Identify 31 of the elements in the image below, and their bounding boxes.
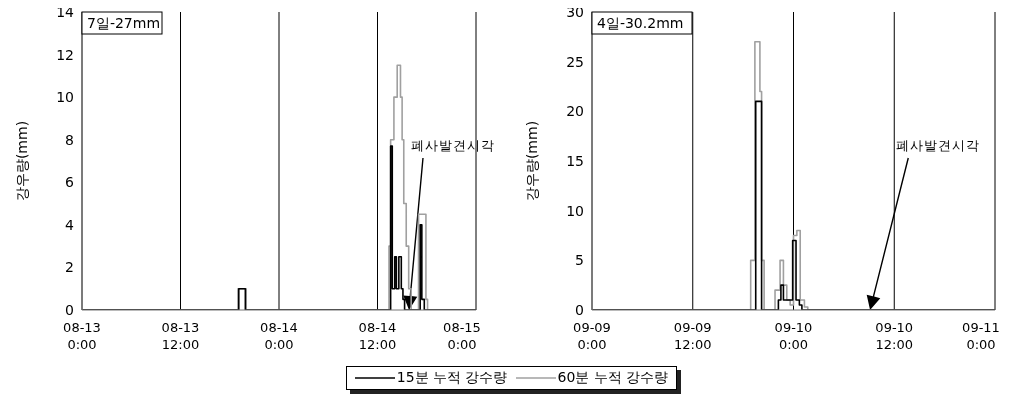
y-tick-label: 20 — [566, 103, 584, 120]
annotation: 폐사발견시각 — [896, 138, 981, 153]
x-tick-label: 08-14 12:00 — [358, 320, 397, 352]
y-axis-title: 강우량(mm) — [13, 120, 30, 202]
y-tick-label: 8 — [65, 131, 74, 148]
y-tick-label: 2 — [65, 259, 74, 276]
x-tick-label: 08-13 0:00 — [63, 320, 101, 352]
x-tick-label: 09-11 0:00 — [962, 320, 1000, 352]
y-tick-label: 0 — [575, 301, 584, 318]
y-tick-label: 0 — [65, 301, 74, 318]
annotation: 폐사발견시각 — [410, 138, 495, 153]
x-tick-label: 09-09 0:00 — [573, 320, 611, 352]
y-axis-title: 강우량(mm) — [523, 120, 540, 202]
y-tick-label: 12 — [56, 46, 74, 63]
chart-title: 4일-30.2mm — [597, 15, 684, 31]
x-tick-label: 09-10 0:00 — [774, 320, 813, 352]
chart-title: 7일-27mm — [87, 15, 161, 31]
y-tick-label: 10 — [56, 89, 74, 106]
x-tick-label: 08-14 0:00 — [260, 320, 298, 352]
y-tick-label: 5 — [575, 252, 584, 269]
x-tick-label: 08-13 12:00 — [161, 320, 200, 352]
y-tick-label: 6 — [65, 174, 75, 191]
x-tick-label: 09-10 12:00 — [875, 320, 914, 352]
y-tick-label: 15 — [566, 152, 584, 169]
legend-label: 60분 누적 강수량 — [557, 369, 669, 387]
y-tick-label: 25 — [566, 53, 584, 70]
x-tick-label: 09-09 12:00 — [673, 320, 712, 352]
y-tick-label: 4 — [65, 216, 75, 233]
legend-label: 15분 누적 강수량 — [396, 369, 508, 387]
y-tick-label: 10 — [566, 202, 584, 219]
x-tick-label: 08-15 0:00 — [443, 320, 481, 352]
